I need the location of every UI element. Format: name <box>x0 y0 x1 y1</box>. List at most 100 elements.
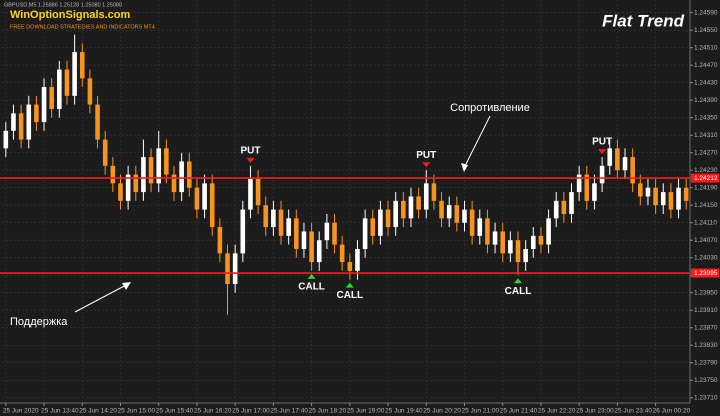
candle-body <box>622 157 628 171</box>
put-arrow <box>422 162 431 168</box>
x-tick-label: 25 Jun 17:00 <box>232 408 270 415</box>
y-tick-label: 1.24510 <box>694 44 718 51</box>
candle-body <box>462 209 467 223</box>
candle-body <box>416 196 421 210</box>
resistance-arrow <box>463 115 491 169</box>
watermark: WinOptionSignals.com <box>10 9 131 21</box>
candle-body <box>57 69 62 109</box>
watermark-subtitle: FREE DOWNLOAD STRATEGIES AND INDICATORS … <box>10 24 155 30</box>
candle-body <box>592 183 597 201</box>
candle-body <box>133 174 139 193</box>
candle-body <box>179 161 184 193</box>
candle-body <box>561 200 567 214</box>
candle-body <box>454 205 460 223</box>
x-tick-label: 25 Jun 19:00 <box>347 408 385 415</box>
candle-body <box>294 218 299 249</box>
x-tick-label: 25 Jun 2020 <box>3 408 39 415</box>
candle-body <box>485 218 490 245</box>
symbol-info: GBPUSD,M5 1.25886 1.25128 1.25080 1.2508… <box>4 2 122 8</box>
signal-label: CALL <box>336 290 363 301</box>
candle-body <box>156 148 162 184</box>
y-tick-label: 1.23870 <box>694 324 718 331</box>
candle-body <box>569 192 574 214</box>
candle-body <box>102 139 108 166</box>
y-tick-label: 1.24030 <box>694 254 718 261</box>
candle-body <box>423 183 429 210</box>
x-tick-label: 25 Jun 13:40 <box>41 408 79 415</box>
candle-body <box>171 174 177 193</box>
candle-body <box>79 52 85 79</box>
y-tick-label: 1.24270 <box>694 149 718 156</box>
candle-body <box>584 174 590 201</box>
x-tick-label: 26 Jun 00:20 <box>653 408 691 415</box>
candle-body <box>530 235 536 249</box>
y-tick-label: 1.24430 <box>694 79 718 86</box>
candle-body <box>439 200 444 219</box>
candle-body <box>309 231 314 263</box>
put-arrow <box>598 149 607 155</box>
arrow-head <box>122 282 131 290</box>
support-arrow <box>74 283 129 313</box>
plot <box>2 0 690 403</box>
candle-body <box>599 165 605 184</box>
candle-body <box>408 196 414 219</box>
x-tick-label: 25 Jun 15:40 <box>156 408 194 415</box>
candle-body <box>209 183 215 228</box>
candle-body <box>316 240 322 263</box>
candle-body <box>446 205 452 219</box>
signal-label: PUT <box>592 137 612 148</box>
level-tag-label: 1.23995 <box>694 270 718 277</box>
y-tick-label: 1.23830 <box>694 342 718 349</box>
candle-body <box>653 187 658 206</box>
candle-body <box>110 165 116 184</box>
y-tick-label: 1.24470 <box>694 62 718 69</box>
y-tick-label: 1.24110 <box>694 219 717 226</box>
candle-body <box>225 253 230 284</box>
candle-body <box>660 192 666 206</box>
put-arrow <box>246 157 255 163</box>
candle-body <box>607 148 613 166</box>
candle-body <box>355 248 360 271</box>
level-tag <box>691 173 719 183</box>
y-tick-label: 1.23750 <box>694 377 718 384</box>
y-tick-label: 1.24390 <box>694 97 718 104</box>
candle-body <box>676 187 681 210</box>
candle-body <box>72 52 77 96</box>
resistance-annotation: Сопротивление <box>450 102 530 114</box>
candle-body <box>3 130 9 149</box>
y-tick-label: 1.23910 <box>694 307 718 314</box>
candle-body <box>683 187 689 201</box>
candle-body <box>141 157 146 193</box>
candle-body <box>553 200 559 219</box>
candle-body <box>95 104 100 140</box>
candle-body <box>515 240 521 263</box>
candle-body <box>41 87 47 123</box>
candle-body <box>49 87 54 109</box>
level-tag <box>691 268 719 278</box>
candle-body <box>431 183 437 201</box>
candle-body <box>278 209 284 236</box>
candle-body <box>500 231 506 254</box>
candle-body <box>477 218 483 236</box>
candle-body <box>34 104 39 123</box>
candle-body <box>523 248 528 263</box>
signal-label: CALL <box>505 286 532 297</box>
candle-body <box>217 227 223 254</box>
candle-body <box>370 218 376 236</box>
x-tick-label: 25 Jun 18:20 <box>309 408 347 415</box>
candle-body <box>87 78 93 105</box>
candle-body <box>324 222 330 241</box>
x-tick-label: 25 Jun 23:40 <box>614 408 652 415</box>
candle-body <box>668 192 674 210</box>
x-tick-label: 25 Jun 15:00 <box>117 408 155 415</box>
signal-label: CALL <box>298 281 325 292</box>
call-arrow <box>514 278 522 284</box>
candle-body <box>11 113 16 131</box>
y-tick-label: 1.24550 <box>694 27 718 34</box>
x-tick-label: 25 Jun 16:20 <box>194 408 232 415</box>
candle-body <box>194 187 200 210</box>
candle-body <box>362 218 368 249</box>
candle-body <box>271 209 276 228</box>
candle-body <box>546 218 551 245</box>
candle-body <box>508 240 513 254</box>
